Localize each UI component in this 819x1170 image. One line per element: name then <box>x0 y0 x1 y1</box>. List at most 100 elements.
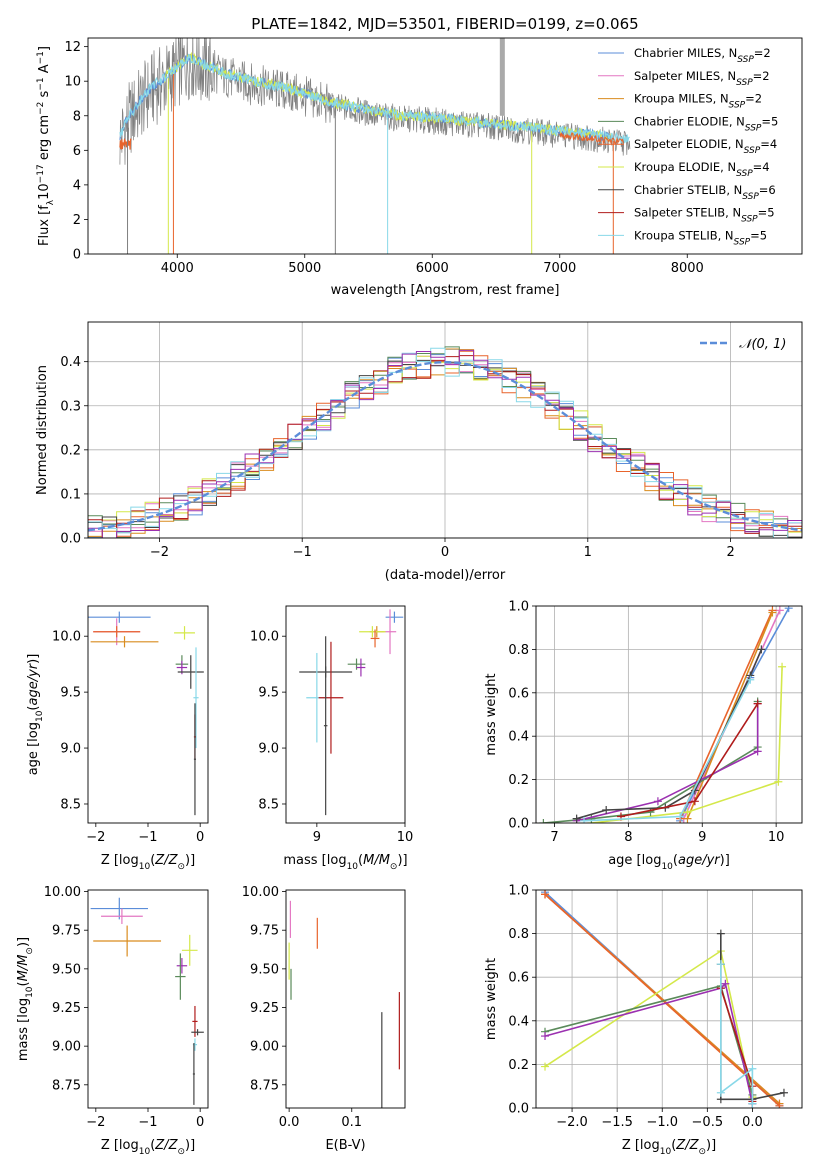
y-tick-label: 0.6 <box>508 971 529 986</box>
legend-label-salpeter_elodie: Salpeter ELODIE, NSSP=4 <box>634 137 777 156</box>
x-tick-label: −0.5 <box>692 1115 724 1130</box>
weight-marker-purple <box>721 979 730 988</box>
x-tick-label: 0 <box>441 545 449 560</box>
y-axis-label: Flux [fλ10−17 erg cm−2 s−1 A−1] <box>36 46 56 246</box>
panel-weight_vs_age: 7 8 9 10 0.0 0.2 0.4 0.6 0.8 1.0 age [log10(age/yr… <box>484 600 803 872</box>
weight-line-kroupa_elodie <box>591 666 783 823</box>
x-tick-label: 5000 <box>288 261 321 276</box>
y-tick-label: 9.75 <box>250 924 279 939</box>
y-tick-label: 2 <box>73 213 81 228</box>
x-axis-label: mass [log10(M/M⊙)] <box>283 853 407 872</box>
legend-label-salpeter_miles: Salpeter MILES, NSSP=2 <box>634 69 770 88</box>
legend-label-kroupa_elodie: Kroupa ELODIE, NSSP=4 <box>634 160 770 179</box>
y-tick-label: 0.2 <box>508 773 529 788</box>
x-tick-label: −1 <box>138 1115 157 1130</box>
spectrum-model-line <box>559 132 624 145</box>
legend-label-chabrier_miles: Chabrier MILES, NSSP=2 <box>634 46 771 65</box>
weight-marker-kroupa_stelib <box>676 812 685 821</box>
y-axis-label: mass weight <box>484 958 499 1040</box>
x-tick-label: 2 <box>726 545 734 560</box>
y-tick-label: 9.5 <box>60 686 81 701</box>
x-tick-label: 9 <box>698 830 706 845</box>
y-tick-label: 8 <box>73 109 81 124</box>
spectrum-sky-line <box>499 38 505 116</box>
y-tick-label: 0.6 <box>508 686 529 701</box>
histogram-purple <box>88 349 802 538</box>
axes-frame <box>535 889 803 1109</box>
weight-marker-salpeter_stelib <box>690 797 699 806</box>
y-tick-label: 0.8 <box>508 643 529 658</box>
y-tick-label: 8.5 <box>258 797 279 812</box>
panel-weight_vs_Z: −2.0 −1.5 −1.0 −0.5 0.0 0.0 0.2 0.4 0.6 0.8 1.0 Z [… <box>484 884 803 1157</box>
x-tick-label: −2 <box>150 545 169 560</box>
axes-frame <box>87 321 803 539</box>
y-tick-label: 0.0 <box>60 532 81 547</box>
x-tick-label: 0 <box>196 830 204 845</box>
weight-marker-salpeter_miles <box>775 606 784 615</box>
plot-area-age_vs_Z <box>88 611 204 816</box>
legend-label-chabrier_elodie: Chabrier ELODIE, NSSP=5 <box>634 114 778 133</box>
weight-marker-salpeter_elodie <box>775 1101 784 1108</box>
weight-marker-kroupa_stelib <box>748 1099 757 1108</box>
spectrum-model-line <box>119 138 132 150</box>
x-axis-label: age [log10(age/yr)] <box>608 853 730 872</box>
y-tick-label: 9.5 <box>258 686 279 701</box>
plot-area-weight_vs_age <box>536 606 802 823</box>
weight-line-kroupa_miles <box>686 612 774 820</box>
weight-marker-chabrier_elodie <box>539 819 548 823</box>
y-tick-label: 9.25 <box>52 1001 81 1016</box>
y-tick-label: 0.2 <box>60 443 81 458</box>
weight-marker-chabrier_miles <box>784 606 793 613</box>
weight-marker-chabrier_stelib <box>757 645 766 654</box>
y-tick-label: 12 <box>64 40 81 55</box>
y-tick-label: 8.5 <box>60 797 81 812</box>
x-axis-label: Z [log10(Z/Z⊙)] <box>101 853 195 872</box>
legend-label-kroupa_stelib: Kroupa STELIB, NSSP=5 <box>634 228 767 247</box>
y-tick-label: 9.00 <box>250 1040 279 1055</box>
axes-frame <box>285 889 406 1109</box>
panel-spectrum: 4000 5000 6000 7000 8000 0 2 4 6 8 10 12 Chabrier MI… <box>36 37 803 298</box>
x-axis-label: wavelength [Angstrom, rest frame] <box>331 283 560 298</box>
panel-residuals: −2 −1 0 1 2 0.0 0.1 0.2 0.3 0.4 𝒩(0, 1) (data-model… <box>35 321 803 583</box>
y-tick-label: 10.00 <box>242 885 279 900</box>
x-tick-label: 6000 <box>416 261 449 276</box>
x-tick-label: 10 <box>397 830 414 845</box>
plot-area-mass_vs_ebv <box>288 900 400 1108</box>
weight-line-kroupa_stelib <box>720 964 754 1104</box>
weight-marker-chabrier_elodie <box>646 808 655 817</box>
weight-marker-kroupa_stelib <box>580 816 589 823</box>
figure-title: PLATE=1842, MJD=53501, FIBERID=0199, z=0… <box>251 15 638 33</box>
x-tick-label: 0.0 <box>279 1115 300 1130</box>
y-tick-label: 9.00 <box>52 1040 81 1055</box>
y-tick-label: 0 <box>73 248 81 263</box>
x-tick-label: −1.0 <box>646 1115 678 1130</box>
y-tick-label: 0.1 <box>60 487 81 502</box>
y-tick-label: 9.75 <box>52 924 81 939</box>
y-tick-label: 0.0 <box>508 1102 529 1117</box>
plot-area-age_vs_mass <box>299 609 404 816</box>
y-tick-label: 0.4 <box>508 1014 529 1029</box>
x-tick-label: 7000 <box>543 261 576 276</box>
x-tick-label: −1.5 <box>601 1115 633 1130</box>
weight-marker-salpeter_stelib <box>753 699 762 708</box>
x-axis-label: E(B-V) <box>325 1138 365 1153</box>
y-tick-label: 9.0 <box>60 742 81 757</box>
weight-marker-chabrier_stelib <box>779 1088 788 1097</box>
x-tick-label: 8 <box>624 830 632 845</box>
weight-marker-kroupa_stelib <box>746 675 755 684</box>
weight-marker-kroupa_elodie <box>541 1062 550 1071</box>
weight-marker-chabrier_stelib <box>602 805 611 814</box>
y-tick-label: 10.00 <box>44 885 81 900</box>
x-tick-label: 7 <box>550 830 558 845</box>
legend-label-salpeter_stelib: Salpeter STELIB, NSSP=5 <box>634 206 775 225</box>
axes-frame <box>535 605 803 824</box>
weight-marker-kroupa_miles <box>768 608 777 617</box>
panel-age_vs_Z: −2 −1 0 8.5 9.0 9.5 10.0 Z [log10(Z/Z⊙)] age [lo… <box>26 605 209 872</box>
y-tick-label: 1.0 <box>508 884 529 899</box>
x-tick-label: −2.0 <box>556 1115 588 1130</box>
y-axis-label: Normed distribution <box>35 365 50 495</box>
y-axis-label: age [log10(age/yr)] <box>26 654 45 776</box>
x-tick-label: −2 <box>86 830 105 845</box>
weight-marker-purple <box>541 1032 550 1041</box>
